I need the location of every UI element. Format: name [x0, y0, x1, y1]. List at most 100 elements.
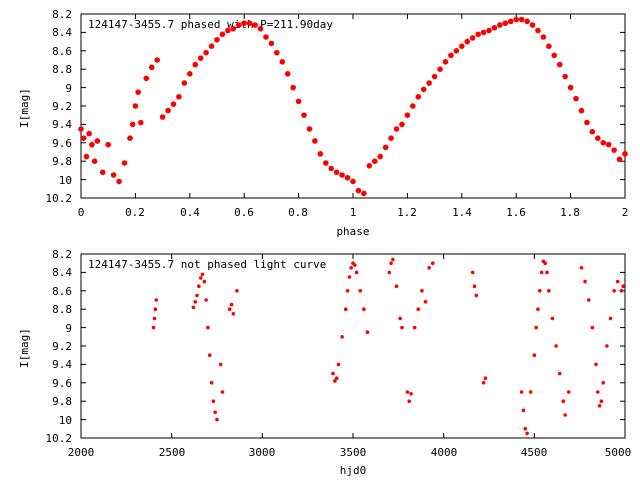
phased-y-tick-label: 9.4 — [52, 118, 72, 131]
phased-data-point — [518, 16, 525, 23]
unphased-y-tick-label: 9 — [65, 322, 72, 335]
phased-data-point — [535, 27, 541, 34]
phased-x-ticks: 0 0.2 0.4 0.6 0.8 1 1.2 1.4 1.6 1.8 2 — [78, 206, 629, 219]
unphased-data-point — [615, 279, 620, 284]
phased-tick-marks — [80, 13, 626, 199]
unphased-data-point — [211, 399, 216, 404]
unphased-data-point — [235, 289, 239, 293]
unphased-data-point — [416, 307, 421, 312]
phased-x-tick-label: 1.6 — [506, 206, 526, 219]
phased-data-point — [502, 20, 509, 27]
phased-data-point — [257, 25, 264, 32]
phased-data-point — [344, 174, 351, 181]
phased-data-point — [567, 84, 574, 91]
unphased-data-point — [619, 289, 624, 293]
phased-data-point — [578, 107, 585, 114]
unphased-data-point — [387, 270, 392, 275]
unphased-data-point — [528, 390, 533, 394]
unphased-x-tick-label: 2000 — [68, 446, 95, 459]
phased-data-point — [225, 27, 231, 34]
phased-data-point — [132, 103, 139, 109]
phased-data-point — [410, 103, 416, 109]
unphased-data-point — [612, 289, 616, 293]
unphased-data-point — [358, 289, 363, 293]
phased-data-point — [605, 141, 612, 148]
unphased-data-point — [532, 353, 537, 358]
phased-data-point — [350, 178, 356, 185]
unphased-data-point — [347, 275, 352, 279]
unphased-y-tick-label: 9.4 — [52, 358, 72, 371]
unphased-data-point — [599, 399, 604, 404]
phased-x-tick-label: 0.8 — [288, 206, 308, 219]
unphased-chart-title: 124147-3455.7 not phased light curve — [88, 258, 326, 271]
phased-data-point — [143, 75, 150, 82]
phased-data-point — [252, 22, 258, 28]
unphased-data-point — [220, 390, 225, 394]
phased-data-point — [584, 119, 590, 126]
unphased-data-point — [409, 392, 413, 396]
unphased-data-point — [206, 325, 210, 330]
unphased-data-point — [407, 399, 412, 404]
phased-data-point — [415, 94, 422, 100]
unphased-data-point — [204, 298, 208, 302]
phased-data-point — [480, 29, 487, 36]
unphased-data-point — [229, 302, 234, 307]
unphased-y-axis-label: I[mag] — [18, 328, 31, 368]
phased-data-point — [469, 35, 476, 41]
unphased-data-point — [537, 289, 542, 293]
phased-data-point — [91, 158, 98, 164]
phased-data-point — [121, 160, 128, 166]
phased-data-point — [86, 130, 92, 137]
phased-data-point — [453, 48, 460, 54]
unphased-data-point — [566, 390, 571, 394]
phased-y-axis-label: I[mag] — [18, 88, 31, 128]
phased-data-point — [192, 61, 199, 68]
phased-data-point — [464, 38, 471, 45]
unphased-data-point — [333, 379, 337, 383]
unphased-data-point — [420, 289, 424, 293]
unphased-data-point — [152, 316, 157, 321]
unphased-data-point — [601, 381, 606, 385]
phased-data-point — [562, 73, 568, 80]
unphased-data-point — [405, 390, 410, 394]
unphased-data-point — [362, 307, 366, 312]
unphased-data-point — [391, 257, 395, 262]
unphased-y-tick-label: 10 — [59, 414, 72, 427]
unphased-x-axis-label: hjd0 — [340, 464, 367, 477]
phased-data-point — [393, 126, 400, 132]
phased-data-point — [507, 18, 514, 25]
unphased-data-point — [547, 289, 551, 293]
unphased-data-point — [474, 293, 479, 298]
unphased-y-tick-label: 8.2 — [52, 248, 72, 261]
phased-x-tick-label: 0 — [78, 206, 85, 219]
unphased-data-point — [596, 390, 600, 394]
phased-data-point — [556, 61, 563, 68]
phased-data-point — [377, 153, 384, 160]
phased-x-tick-label: 1.4 — [452, 206, 472, 219]
unphased-data-point — [412, 325, 417, 330]
phased-data-point — [361, 190, 367, 197]
phased-data-point — [600, 140, 607, 146]
phased-data-point — [208, 43, 215, 49]
phased-data-point — [214, 36, 220, 43]
unphased-x-tick-label: 5000 — [605, 446, 632, 459]
phased-data-point — [197, 55, 204, 61]
unphased-x-ticks: 2000 2500 3000 3500 4000 4500 5000 — [68, 446, 632, 459]
unphased-data-point — [590, 325, 595, 330]
phased-data-point — [290, 84, 296, 91]
unphased-data-point — [608, 316, 613, 321]
unphased-data-point — [202, 279, 207, 284]
phased-x-tick-label: 2 — [622, 206, 629, 219]
phased-data-point — [181, 80, 188, 86]
phased-data-point — [127, 135, 133, 141]
unphased-x-tick-label: 3000 — [249, 446, 276, 459]
unphased-data-point — [207, 353, 212, 358]
unphased-data-point — [525, 431, 529, 436]
unphased-data-point — [336, 362, 341, 367]
unphased-data-point — [583, 279, 587, 284]
unphased-data-point — [557, 371, 562, 376]
phased-data-point — [159, 114, 166, 120]
phased-y-tick-label: 9 — [65, 82, 72, 95]
phased-data-point — [459, 43, 465, 49]
